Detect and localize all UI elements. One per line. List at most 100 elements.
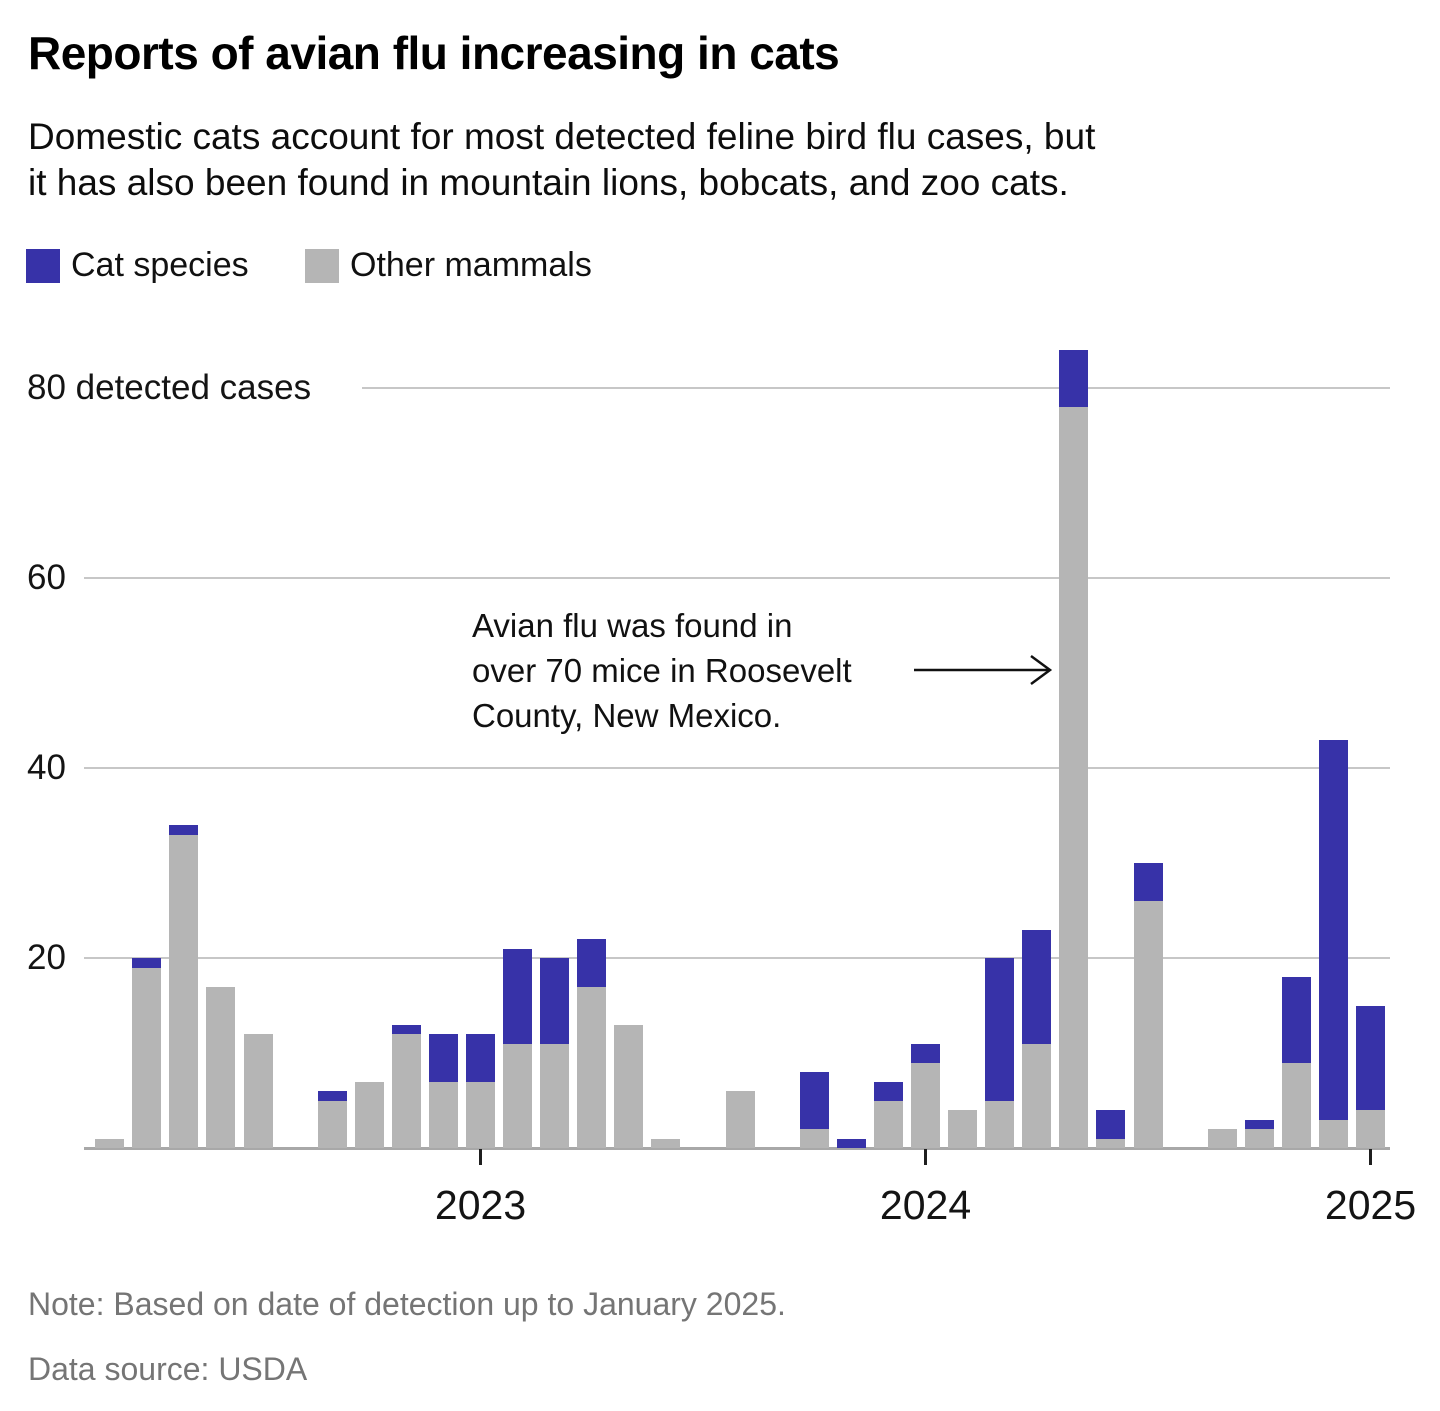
bar-segment-other-mammals <box>1244 1129 1274 1148</box>
bar-sep-2024 <box>1207 1129 1237 1148</box>
bar-dec-2023 <box>873 1081 903 1148</box>
bar-feb-2024 <box>948 1110 978 1148</box>
bar-may-2022 <box>169 825 199 1148</box>
bar-segment-other-mammals <box>1059 407 1089 1148</box>
bar-segment-cat-species <box>985 958 1015 1101</box>
x-axis-baseline <box>84 1147 1390 1150</box>
annotation-line-2: over 70 mice in Roosevelt <box>472 652 852 689</box>
annotation-line-1: Avian flu was found in <box>472 607 793 644</box>
bar-segment-cat-species <box>1059 350 1089 407</box>
bar-segment-other-mammals <box>1022 1043 1052 1148</box>
bar-segment-other-mammals <box>243 1034 273 1148</box>
bar-mar-2024 <box>985 958 1015 1148</box>
x-tick-2023 <box>479 1149 483 1165</box>
data-source-text: Data source: USDA <box>28 1351 308 1387</box>
bar-segment-other-mammals <box>503 1043 533 1148</box>
bar-segment-other-mammals <box>132 967 162 1148</box>
bar-apr-2024 <box>1022 929 1052 1148</box>
bar-segment-other-mammals <box>1281 1062 1311 1148</box>
bar-segment-other-mammals <box>985 1100 1015 1148</box>
bar-jan-2025 <box>1356 1005 1386 1148</box>
bar-segment-cat-species <box>1022 929 1052 1044</box>
bar-segment-other-mammals <box>725 1091 755 1148</box>
bar-segment-cat-species <box>577 939 607 987</box>
bar-segment-cat-species <box>1318 739 1348 1120</box>
y-label-20: 20 <box>27 938 66 977</box>
bar-jul-2024 <box>1133 863 1163 1148</box>
x-label-2025: 2025 <box>1324 1182 1417 1228</box>
bar-segment-cat-species <box>317 1091 347 1101</box>
bar-segment-other-mammals <box>391 1034 421 1148</box>
bar-feb-2023 <box>503 948 533 1148</box>
bar-oct-2023 <box>799 1072 829 1148</box>
bar-segment-other-mammals <box>1356 1110 1386 1148</box>
gridline-60 <box>84 577 1390 579</box>
bar-segment-cat-species <box>1096 1110 1126 1139</box>
bar-segment-cat-species <box>132 958 162 968</box>
x-tick-2024 <box>924 1149 928 1165</box>
bar-segment-other-mammals <box>799 1129 829 1148</box>
legend-label-cat-species: Cat species <box>71 246 249 284</box>
bar-oct-2022 <box>354 1081 384 1148</box>
bar-segment-other-mammals <box>95 1138 125 1148</box>
bar-segment-other-mammals <box>1207 1129 1237 1148</box>
bar-nov-2024 <box>1281 977 1311 1148</box>
gridline-20 <box>84 957 1390 959</box>
bar-segment-other-mammals <box>428 1081 458 1148</box>
subtitle-line-2: it has also been found in mountain lions… <box>28 162 1069 203</box>
legend-item-cat-species: Cat species <box>26 246 249 285</box>
bar-nov-2023 <box>836 1138 866 1148</box>
bar-segment-other-mammals <box>911 1062 941 1148</box>
bar-jul-2022 <box>243 1034 273 1148</box>
legend-swatch-cat-species <box>26 248 60 283</box>
bar-jan-2024 <box>911 1043 941 1148</box>
bar-segment-other-mammals <box>169 834 199 1148</box>
bar-segment-other-mammals <box>651 1138 681 1148</box>
bar-segment-cat-species <box>799 1072 829 1129</box>
annotation-mice: Avian flu was found in over 70 mice in R… <box>472 603 852 738</box>
bar-jan-2023 <box>466 1034 496 1148</box>
bar-segment-other-mammals <box>614 1024 644 1148</box>
legend-swatch-other-mammals <box>305 248 339 283</box>
annotation-line-3: County, New Mexico. <box>472 697 782 734</box>
bar-segment-other-mammals <box>873 1100 903 1148</box>
bar-segment-other-mammals <box>948 1110 978 1148</box>
bar-segment-other-mammals <box>466 1081 496 1148</box>
bar-segment-other-mammals <box>1096 1138 1126 1148</box>
bar-segment-cat-species <box>1133 863 1163 901</box>
bar-oct-2024 <box>1244 1119 1274 1148</box>
bar-segment-cat-species <box>391 1024 421 1034</box>
bar-segment-cat-species <box>911 1043 941 1063</box>
x-label-2023: 2023 <box>434 1182 527 1228</box>
bar-mar-2023 <box>540 958 570 1148</box>
bar-sep-2022 <box>317 1091 347 1148</box>
bar-segment-other-mammals <box>354 1081 384 1148</box>
bar-segment-cat-species <box>169 825 199 835</box>
bar-segment-other-mammals <box>540 1043 570 1148</box>
bar-segment-cat-species <box>540 958 570 1044</box>
bar-segment-other-mammals <box>317 1100 347 1148</box>
bar-aug-2023 <box>725 1091 755 1148</box>
bar-segment-cat-species <box>836 1138 866 1148</box>
bar-mar-2022 <box>95 1138 125 1148</box>
bar-segment-other-mammals <box>577 986 607 1148</box>
subtitle-line-1: Domestic cats account for most detected … <box>28 116 1096 157</box>
page-title: Reports of avian flu increasing in cats <box>28 27 840 79</box>
bar-segment-cat-species <box>466 1034 496 1082</box>
bar-segment-cat-species <box>428 1034 458 1082</box>
y-label-80: 80 detected cases <box>27 368 312 407</box>
bar-segment-cat-species <box>1281 977 1311 1063</box>
footnotes: Note: Based on date of detection up to J… <box>28 1286 786 1388</box>
bar-segment-cat-species <box>1244 1119 1274 1129</box>
bar-dec-2022 <box>428 1034 458 1148</box>
bar-jun-2022 <box>206 986 236 1148</box>
bar-segment-cat-species <box>1356 1005 1386 1110</box>
y-label-60: 60 <box>27 558 66 597</box>
bar-segment-other-mammals <box>206 986 236 1148</box>
annotation-arrow-icon <box>914 654 1053 686</box>
bar-apr-2023 <box>577 939 607 1148</box>
bar-segment-other-mammals <box>1318 1119 1348 1148</box>
bar-jun-2024 <box>1096 1110 1126 1148</box>
x-tick-2025 <box>1369 1149 1373 1165</box>
